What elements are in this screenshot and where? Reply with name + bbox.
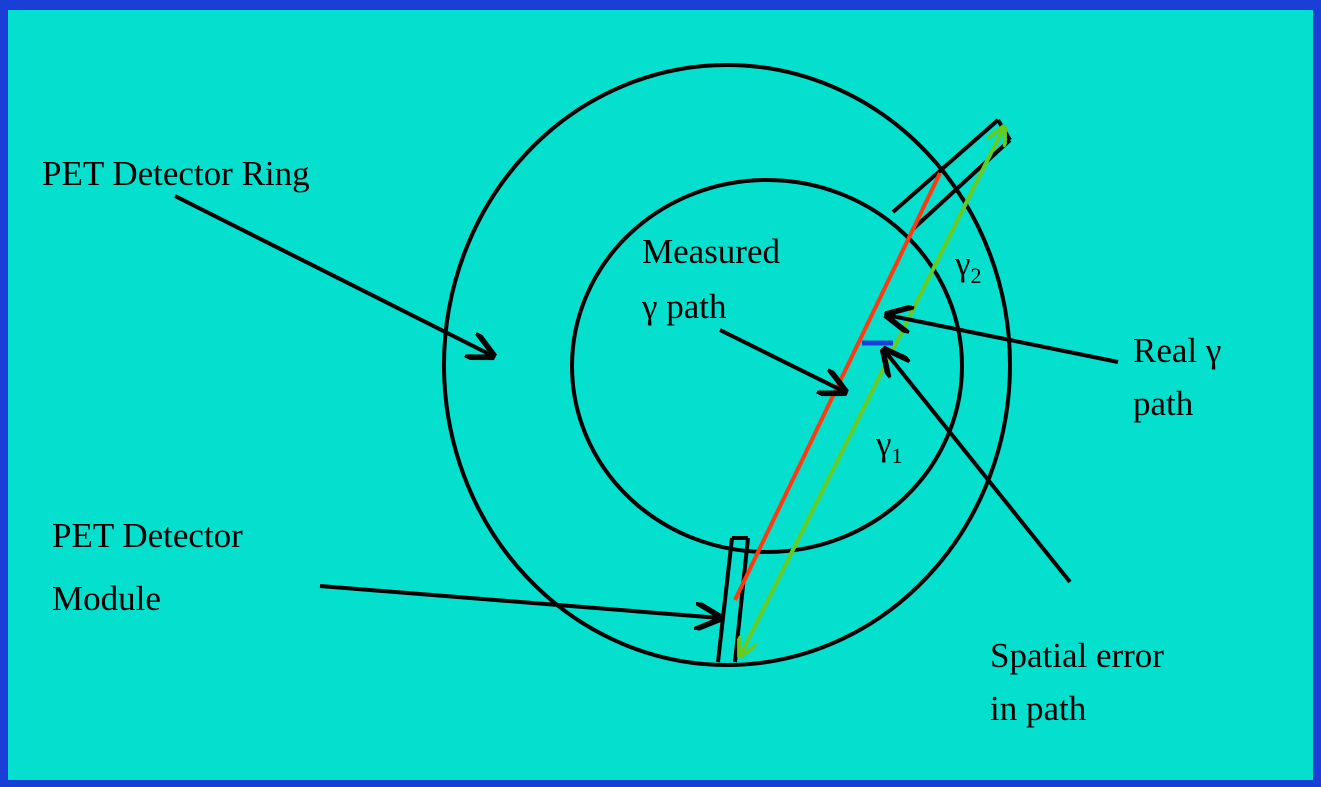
gamma2-label: γ2 — [954, 244, 981, 288]
gamma-symbol: γ — [954, 244, 970, 283]
error-label: Spatial error — [990, 636, 1164, 675]
real-label: path — [1133, 384, 1194, 423]
error-label: in path — [990, 689, 1087, 728]
background — [8, 10, 1313, 780]
ring-label: PET Detector Ring — [42, 154, 310, 193]
module-label: Module — [52, 579, 161, 618]
measured-label: γ path — [641, 287, 727, 326]
gamma-symbol: γ — [875, 424, 891, 463]
gamma-subscript: 2 — [970, 263, 981, 288]
measured-label: Measured — [642, 232, 781, 271]
arrows — [174, 194, 1119, 618]
gamma-subscript: 1 — [891, 443, 902, 468]
real-path — [740, 127, 1004, 656]
outer-ring — [442, 63, 1012, 667]
gamma1-label: γ1 — [875, 424, 902, 468]
module-label: PET Detector — [52, 516, 243, 555]
real-label: Real γ — [1133, 331, 1221, 370]
